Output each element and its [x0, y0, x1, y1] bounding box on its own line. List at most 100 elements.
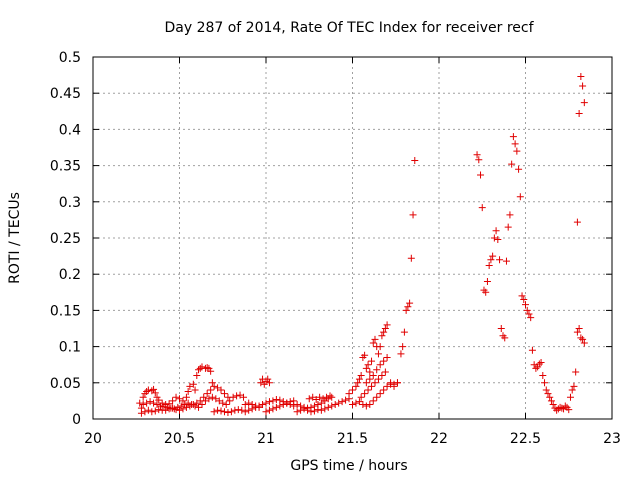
data-point — [560, 405, 568, 413]
data-point — [300, 405, 308, 413]
data-point — [566, 393, 574, 401]
data-point — [323, 393, 331, 401]
data-point — [483, 277, 491, 285]
data-point — [575, 109, 583, 117]
data-point — [241, 408, 249, 416]
data-point — [148, 408, 156, 416]
data-point — [272, 403, 280, 411]
x-tick-label: 22.5 — [510, 431, 541, 447]
data-point — [378, 372, 386, 380]
data-point — [364, 361, 372, 369]
data-point — [487, 256, 495, 264]
data-point — [381, 325, 389, 332]
chart-title: Day 287 of 2014, Rate Of TEC Index for r… — [164, 20, 534, 36]
data-point — [276, 402, 284, 410]
data-point — [381, 368, 389, 376]
data-point — [234, 406, 242, 414]
y-axis-label: ROTI / TECUs — [7, 192, 23, 284]
data-point — [293, 401, 301, 409]
data-point — [210, 382, 218, 390]
data-point — [371, 379, 379, 387]
data-point — [352, 399, 360, 407]
data-point — [304, 406, 312, 414]
data-point — [399, 343, 407, 351]
data-point — [293, 408, 301, 416]
data-point — [508, 160, 516, 168]
data-point — [518, 292, 526, 300]
data-point — [402, 306, 410, 314]
data-point — [224, 408, 232, 416]
y-tick-label: 0.5 — [59, 50, 81, 66]
data-point — [338, 398, 346, 406]
data-point — [141, 408, 149, 416]
data-point — [328, 402, 336, 410]
data-point — [324, 403, 332, 411]
data-point — [345, 390, 353, 398]
y-tick-label: 0.45 — [50, 86, 81, 102]
data-point — [181, 401, 189, 409]
data-point — [184, 387, 192, 395]
data-point — [515, 165, 523, 173]
data-point — [573, 328, 581, 336]
data-point — [520, 296, 528, 304]
data-point — [364, 386, 372, 394]
data-point — [482, 288, 490, 296]
data-point — [561, 402, 569, 410]
data-point — [509, 133, 517, 141]
data-point — [182, 393, 190, 401]
data-point — [162, 406, 170, 414]
data-point — [369, 397, 377, 405]
data-point — [368, 357, 376, 365]
data-point — [579, 335, 587, 343]
data-point — [245, 399, 253, 407]
data-point — [497, 325, 505, 332]
data-point — [264, 375, 272, 383]
axis-ticks — [92, 56, 613, 420]
data-point — [366, 375, 374, 383]
data-point — [331, 401, 339, 409]
data-point — [176, 406, 183, 414]
data-point — [139, 393, 147, 401]
data-point — [525, 310, 533, 318]
data-point — [188, 401, 196, 409]
data-point — [541, 379, 549, 387]
data-point — [207, 386, 215, 394]
data-point — [155, 406, 163, 414]
data-point — [286, 398, 294, 406]
data-point — [535, 360, 543, 368]
grid-lines — [93, 57, 612, 419]
data-point — [534, 363, 542, 371]
data-point — [354, 379, 362, 387]
data-point — [226, 397, 234, 405]
data-points — [136, 73, 588, 417]
y-tick-label: 0.4 — [59, 122, 81, 138]
data-point — [191, 402, 199, 410]
data-point — [366, 401, 374, 409]
data-point — [575, 325, 583, 332]
y-tick-label: 0.2 — [59, 267, 81, 283]
data-point — [170, 405, 178, 413]
data-point — [217, 386, 225, 394]
data-point — [262, 408, 270, 416]
data-point — [355, 398, 363, 406]
data-point — [191, 386, 199, 394]
data-point — [177, 402, 185, 410]
data-point — [184, 399, 192, 407]
data-point — [546, 393, 554, 401]
data-point — [376, 343, 384, 351]
data-point — [577, 73, 585, 81]
data-point — [198, 401, 206, 409]
data-point — [144, 406, 152, 414]
data-point — [153, 393, 161, 401]
x-tick-label: 21.5 — [337, 431, 368, 447]
data-point — [527, 314, 535, 322]
data-point — [568, 386, 576, 394]
data-point — [361, 390, 369, 398]
data-point — [362, 402, 370, 410]
data-point — [511, 140, 519, 148]
data-point — [227, 408, 235, 416]
data-point — [203, 364, 211, 372]
data-point — [203, 390, 211, 398]
data-point — [411, 157, 419, 165]
data-point — [316, 393, 324, 401]
